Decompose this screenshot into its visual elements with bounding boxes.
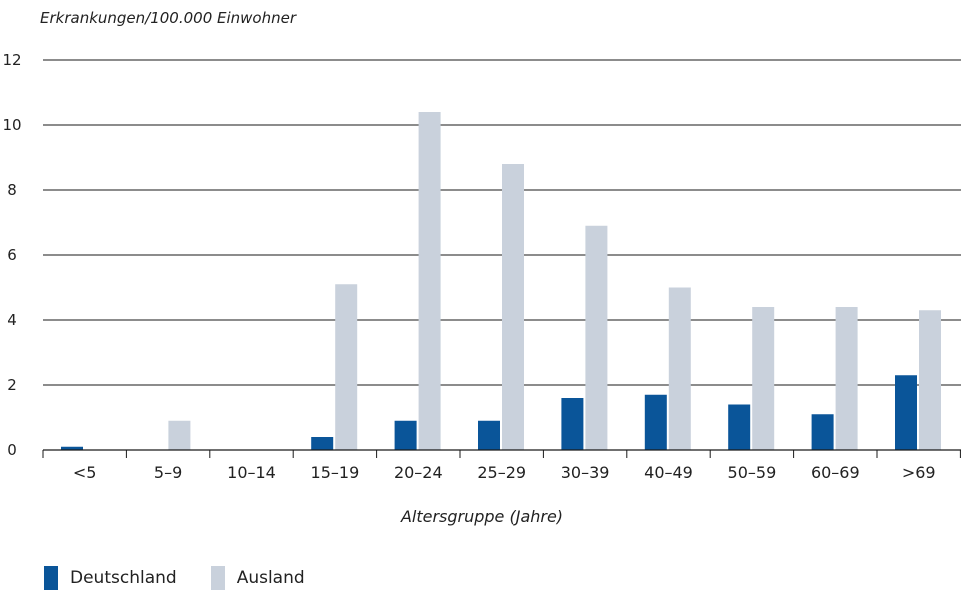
bar-deutschland-8 bbox=[728, 404, 751, 450]
tick-labels: 0 2 4 6 8 10 12 <5 5–9 10–14 15–19 20–24 25–29 30–39 4… bbox=[2, 51, 935, 482]
y-tick-label: 10 bbox=[2, 116, 21, 134]
x-tick-label: 60–69 bbox=[811, 463, 860, 482]
x-tick-label: <5 bbox=[73, 463, 97, 482]
bar-ausland-7 bbox=[668, 287, 691, 450]
bar-ausland-5 bbox=[502, 164, 524, 450]
x-tick-label: 50–59 bbox=[728, 463, 777, 482]
x-tick-label: 25–29 bbox=[477, 463, 526, 482]
bar-deutschland-10 bbox=[895, 375, 917, 450]
x-tick-label: >69 bbox=[902, 463, 936, 482]
legend-swatch-deutschland bbox=[44, 566, 58, 590]
bars bbox=[61, 112, 941, 450]
bar-deutschland-0 bbox=[61, 446, 83, 450]
legend-swatch-ausland bbox=[210, 566, 225, 590]
bar-ausland-4 bbox=[418, 112, 441, 450]
bar-ausland-6 bbox=[585, 225, 608, 450]
x-tick-label: 10–14 bbox=[227, 463, 276, 482]
legend-label-deutschland: Deutschland bbox=[70, 568, 177, 588]
bar-deutschland-5 bbox=[478, 420, 500, 450]
x-tick-label: 40–49 bbox=[644, 463, 693, 482]
legend-label-ausland: Ausland bbox=[236, 568, 305, 588]
x-tick-label: 15–19 bbox=[311, 463, 360, 482]
bar-ausland-10 bbox=[919, 310, 941, 450]
bar-deutschland-6 bbox=[561, 398, 584, 450]
x-tick-label: 5–9 bbox=[154, 463, 182, 482]
y-tick-label: 8 bbox=[7, 181, 17, 199]
bar-ausland-1 bbox=[168, 420, 191, 450]
bar-deutschland-7 bbox=[644, 394, 667, 450]
legend-item-ausland: Ausland bbox=[210, 566, 305, 590]
bar-deutschland-9 bbox=[811, 414, 834, 450]
bar-ausland-9 bbox=[835, 307, 858, 450]
legend: Deutschland Ausland bbox=[44, 566, 339, 590]
bar-ausland-3 bbox=[335, 284, 358, 450]
x-tick-label: 30–39 bbox=[561, 463, 610, 482]
bar-deutschland-4 bbox=[394, 420, 417, 450]
bar-deutschland-3 bbox=[311, 437, 334, 450]
y-tick-label: 6 bbox=[7, 246, 17, 264]
legend-item-deutschland: Deutschland bbox=[44, 566, 177, 590]
x-axis-title: Altersgruppe (Jahre) bbox=[400, 507, 563, 526]
y-tick-label: 0 bbox=[7, 441, 17, 459]
y-tick-label: 12 bbox=[2, 51, 21, 69]
axes bbox=[42, 449, 961, 458]
y-tick-label: 4 bbox=[7, 311, 17, 329]
y-tick-label: 2 bbox=[7, 376, 17, 394]
x-tick-label: 20–24 bbox=[394, 463, 443, 482]
y-axis-title: Erkrankungen/100.000 Einwohner bbox=[40, 9, 297, 27]
bar-ausland-8 bbox=[752, 307, 775, 450]
